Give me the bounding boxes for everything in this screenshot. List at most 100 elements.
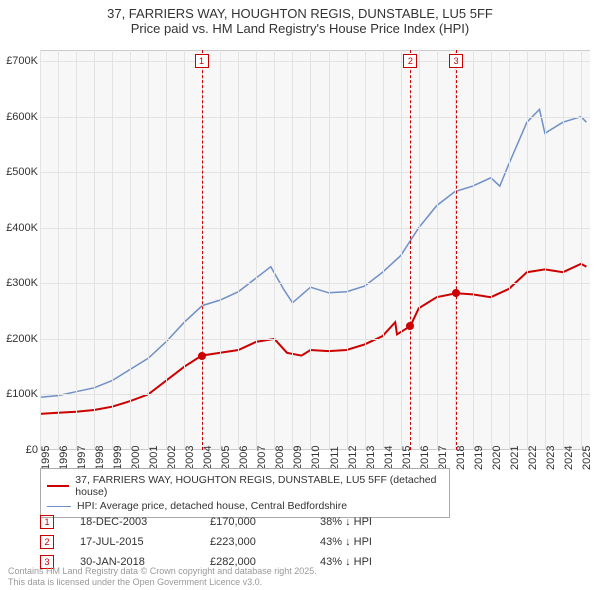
event-vline: [202, 50, 203, 450]
xtick-label: 2013: [365, 446, 377, 470]
table-row: 1 18-DEC-2003 £170,000 38% ↓ HPI: [40, 512, 580, 532]
transaction-table: 1 18-DEC-2003 £170,000 38% ↓ HPI 2 17-JU…: [40, 512, 580, 572]
legend-item: 37, FARRIERS WAY, HOUGHTON REGIS, DUNSTA…: [47, 473, 443, 499]
event-marker-box: 3: [449, 54, 463, 68]
gridline-v: [256, 50, 257, 450]
xtick-label: 2025: [581, 446, 593, 470]
gridline-v: [184, 50, 185, 450]
gridline-h: [40, 172, 590, 173]
event-vline: [410, 50, 411, 450]
gridline-v: [112, 50, 113, 450]
xtick-label: 2004: [202, 446, 214, 470]
xtick-label: 1995: [40, 446, 52, 470]
table-row: 2 17-JUL-2015 £223,000 43% ↓ HPI: [40, 532, 580, 552]
gridline-v: [365, 50, 366, 450]
row-marker: 1: [40, 515, 54, 529]
xtick-label: 1998: [94, 446, 106, 470]
xtick-label: 2023: [545, 446, 557, 470]
footer-line1: Contains HM Land Registry data © Crown c…: [8, 566, 317, 577]
gridline-h: [40, 394, 590, 395]
legend-item: HPI: Average price, detached house, Cent…: [47, 499, 443, 513]
ytick-label: £400K: [0, 222, 38, 234]
xtick-label: 2011: [329, 446, 341, 470]
xtick-label: 2007: [256, 446, 268, 470]
legend-swatch-series1: [47, 485, 69, 487]
ytick-label: £700K: [0, 55, 38, 67]
series-line-hpi: [40, 109, 586, 397]
footer-line2: This data is licensed under the Open Gov…: [8, 577, 317, 588]
legend-label: HPI: Average price, detached house, Cent…: [77, 500, 347, 512]
gridline-h: [40, 283, 590, 284]
xtick-label: 2001: [148, 446, 160, 470]
ytick-label: £100K: [0, 388, 38, 400]
gridline-v: [437, 50, 438, 450]
cell-pct: 38% ↓ HPI: [320, 516, 450, 528]
title-line1: 37, FARRIERS WAY, HOUGHTON REGIS, DUNSTA…: [0, 6, 600, 21]
xtick-label: 2017: [437, 446, 449, 470]
chart-container: 37, FARRIERS WAY, HOUGHTON REGIS, DUNSTA…: [0, 0, 600, 590]
chart-lines: [40, 50, 590, 450]
xtick-label: 2021: [509, 446, 521, 470]
xtick-label: 2009: [292, 446, 304, 470]
series-marker: [198, 352, 206, 360]
gridline-v: [76, 50, 77, 450]
cell-price: £223,000: [210, 536, 320, 548]
event-vline: [456, 50, 457, 450]
xtick-label: 2020: [491, 446, 503, 470]
xtick-label: 2014: [383, 446, 395, 470]
gridline-v: [292, 50, 293, 450]
xtick-label: 2022: [527, 446, 539, 470]
series-marker: [406, 322, 414, 330]
gridline-v: [166, 50, 167, 450]
xtick-label: 2000: [130, 446, 142, 470]
gridline-v: [401, 50, 402, 450]
gridline-v: [473, 50, 474, 450]
xtick-label: 2006: [238, 446, 250, 470]
footer-attribution: Contains HM Land Registry data © Crown c…: [8, 566, 317, 588]
cell-date: 17-JUL-2015: [80, 536, 210, 548]
event-marker-box: 1: [195, 54, 209, 68]
gridline-v: [310, 50, 311, 450]
gridline-v: [58, 50, 59, 450]
gridline-h: [40, 228, 590, 229]
legend-label: 37, FARRIERS WAY, HOUGHTON REGIS, DUNSTA…: [75, 474, 443, 498]
xtick-label: 1999: [112, 446, 124, 470]
cell-pct: 43% ↓ HPI: [320, 556, 450, 568]
gridline-h: [40, 61, 590, 62]
xtick-label: 1997: [76, 446, 88, 470]
cell-price: £170,000: [210, 516, 320, 528]
ytick-label: £200K: [0, 333, 38, 345]
xtick-label: 2008: [274, 446, 286, 470]
ytick-label: £500K: [0, 166, 38, 178]
gridline-v: [527, 50, 528, 450]
gridline-v: [383, 50, 384, 450]
gridline-v: [148, 50, 149, 450]
chart-area: £0£100K£200K£300K£400K£500K£600K£700K199…: [40, 50, 590, 450]
gridline-v: [347, 50, 348, 450]
gridline-v: [40, 50, 41, 450]
xtick-label: 2005: [220, 446, 232, 470]
title-block: 37, FARRIERS WAY, HOUGHTON REGIS, DUNSTA…: [0, 0, 600, 40]
gridline-v: [329, 50, 330, 450]
gridline-h: [40, 117, 590, 118]
gridline-v: [419, 50, 420, 450]
cell-date: 18-DEC-2003: [80, 516, 210, 528]
xtick-label: 1996: [58, 446, 70, 470]
gridline-v: [509, 50, 510, 450]
gridline-v: [581, 50, 582, 450]
ytick-label: £0: [0, 444, 38, 456]
xtick-label: 2010: [310, 446, 322, 470]
ytick-label: £600K: [0, 111, 38, 123]
series-marker: [452, 289, 460, 297]
ytick-label: £300K: [0, 277, 38, 289]
row-marker: 2: [40, 535, 54, 549]
gridline-v: [545, 50, 546, 450]
xtick-label: 2019: [473, 446, 485, 470]
legend-swatch-series2: [47, 506, 71, 507]
xtick-label: 2003: [184, 446, 196, 470]
event-marker-box: 2: [403, 54, 417, 68]
gridline-v: [220, 50, 221, 450]
legend: 37, FARRIERS WAY, HOUGHTON REGIS, DUNSTA…: [40, 468, 450, 518]
gridline-v: [130, 50, 131, 450]
cell-pct: 43% ↓ HPI: [320, 536, 450, 548]
